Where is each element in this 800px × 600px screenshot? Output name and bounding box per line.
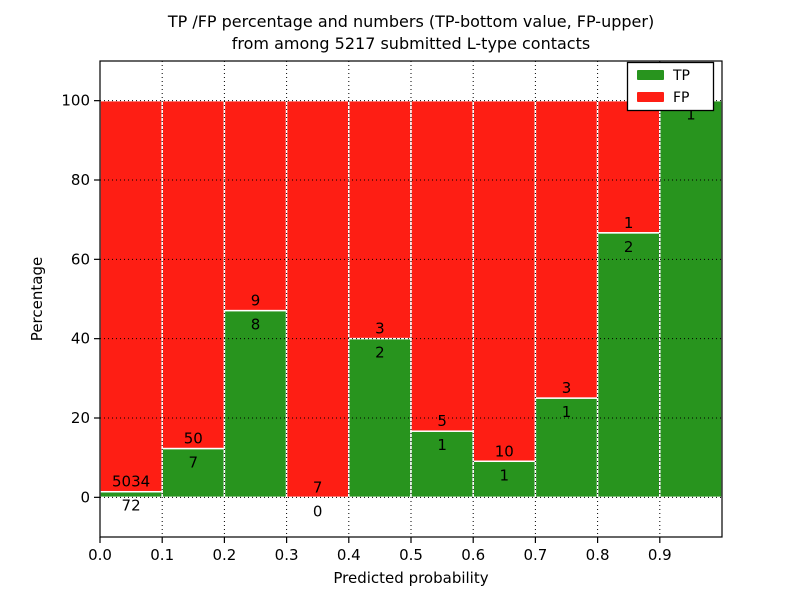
bar-fp-5: [410, 99, 474, 432]
bar-tp-7: [534, 397, 599, 499]
bar-tp-1: [161, 447, 226, 499]
bar-fp-1: [161, 99, 226, 450]
bar-fp-4: [348, 99, 412, 340]
bar-label-tp-6: 1: [500, 466, 510, 484]
bar-label-tp-9: 1: [686, 106, 696, 124]
bar-label-fp-0: 5034: [112, 473, 150, 491]
bar-label-tp-0: 72: [122, 497, 141, 515]
x-tick-label-0.7: 0.7: [523, 546, 547, 564]
legend-swatch-tp: [637, 70, 664, 80]
legend-box: [626, 61, 715, 112]
bar-tp-8: [596, 232, 661, 499]
legend: TP FP: [626, 61, 715, 112]
bar-label-fp-3: 7: [313, 478, 323, 496]
x-tick-label-0.8: 0.8: [586, 546, 610, 564]
x-tick-label-0.5: 0.5: [399, 546, 423, 564]
bar-fp-6: [472, 99, 537, 463]
bar-fp-3: [285, 99, 350, 499]
y-tick-label-20: 20: [71, 409, 90, 427]
x-tick-label-0.4: 0.4: [337, 546, 361, 564]
x-tick-label-0.1: 0.1: [150, 546, 174, 564]
x-tick-label-0.2: 0.2: [212, 546, 236, 564]
bar-tp-9: [659, 99, 723, 499]
bar-label-tp-2: 8: [251, 316, 261, 334]
chart-title-line1: TP /FP percentage and numbers (TP-bottom…: [167, 12, 654, 31]
bar-label-tp-4: 2: [375, 344, 385, 362]
bar-label-fp-1: 50: [184, 430, 203, 448]
bar-label-tp-7: 1: [562, 403, 572, 421]
x-axis-label: Predicted probability: [333, 569, 488, 587]
y-axis-label: Percentage: [28, 257, 46, 341]
legend-swatch-fp: [637, 92, 664, 102]
y-tick-label-0: 0: [80, 488, 90, 506]
x-tick-label-0.0: 0.0: [88, 546, 112, 564]
bar-fp-0: [99, 99, 163, 493]
bar-fp-7: [534, 99, 599, 399]
x-tick-label-0.3: 0.3: [275, 546, 299, 564]
bar-label-tp-8: 2: [624, 238, 634, 256]
x-tick-label-0.6: 0.6: [461, 546, 485, 564]
chart-title-line2: from among 5217 submitted L-type contact…: [232, 34, 590, 53]
bar-tp-4: [348, 337, 412, 499]
bar-label-fp-6: 10: [495, 442, 514, 460]
y-tick-label-100: 100: [61, 92, 90, 110]
bar-label-fp-2: 9: [251, 292, 261, 310]
bar-label-fp-8: 1: [624, 214, 634, 232]
legend-label-fp: FP: [673, 90, 690, 106]
legend-label-tp: TP: [672, 68, 690, 84]
bar-label-tp-3: 0: [313, 502, 323, 520]
bar-label-tp-1: 7: [189, 454, 199, 472]
y-tick-label-60: 60: [71, 250, 90, 268]
bar-label-fp-4: 3: [375, 320, 385, 338]
bar-label-tp-5: 1: [437, 436, 447, 454]
bar-label-fp-5: 5: [437, 412, 447, 430]
y-tick-label-40: 40: [71, 330, 90, 348]
bar-tp-2: [223, 309, 288, 499]
y-tick-label-80: 80: [71, 171, 90, 189]
bar-fp-2: [223, 99, 288, 312]
x-tick-label-0.9: 0.9: [648, 546, 672, 564]
bar-label-fp-7: 3: [562, 379, 572, 397]
